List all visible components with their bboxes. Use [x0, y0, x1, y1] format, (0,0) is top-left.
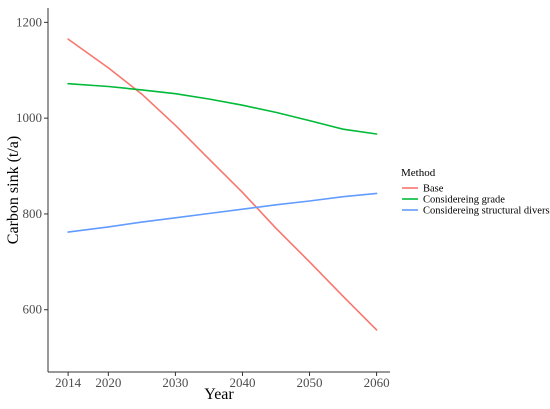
- x-tick-label: 2060: [364, 375, 390, 390]
- series-line-3: [67, 192, 378, 233]
- legend-label-3: Considereing structural diversity: [423, 206, 550, 217]
- axes-layer: 600 800 1000 1200 2014 2020 2030 2040 2050 2060: [16, 8, 390, 390]
- legend-title: Method: [401, 167, 436, 179]
- x-tick-label: 2020: [95, 375, 121, 390]
- series-line-1: [67, 38, 378, 331]
- y-tick-label: 800: [23, 206, 43, 221]
- y-axis-title: Carbon sink (t/a): [5, 136, 22, 244]
- x-tick-label: 2030: [162, 375, 188, 390]
- series-layer: [67, 38, 378, 331]
- x-tick-label: 2040: [229, 375, 255, 390]
- legend-label-2: Considereing grade: [423, 195, 505, 206]
- series-line-2: [67, 82, 378, 135]
- legend-label-1: Base: [423, 184, 444, 195]
- y-tick-label: 1200: [16, 14, 42, 29]
- y-tick-label: 600: [23, 302, 43, 317]
- x-axis-title: Year: [204, 386, 234, 403]
- x-tick-label: 2014: [55, 375, 82, 390]
- x-tick-label: 2050: [297, 375, 323, 390]
- y-tick-label: 1000: [16, 110, 42, 125]
